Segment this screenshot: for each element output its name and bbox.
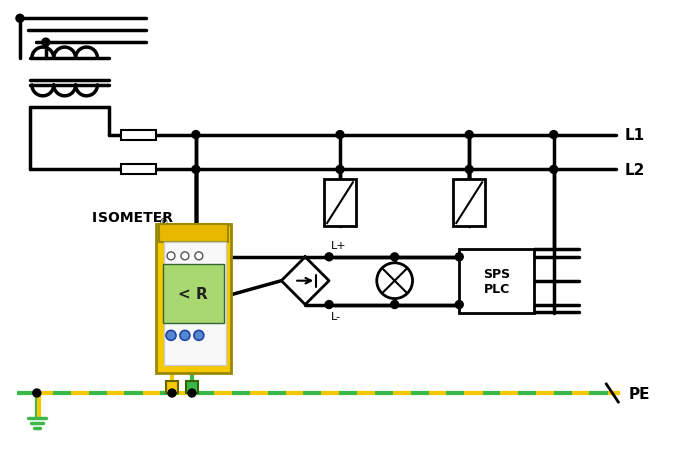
Text: L+: L+ bbox=[331, 241, 346, 250]
Text: < R: < R bbox=[179, 286, 208, 302]
Bar bbox=[166, 381, 178, 393]
Text: L1: L1 bbox=[624, 128, 644, 143]
Circle shape bbox=[167, 252, 175, 260]
Circle shape bbox=[336, 131, 344, 139]
Bar bbox=[324, 180, 356, 227]
Circle shape bbox=[168, 389, 176, 397]
Bar bbox=[164, 242, 226, 365]
Circle shape bbox=[550, 131, 557, 139]
Circle shape bbox=[391, 253, 398, 261]
Circle shape bbox=[377, 263, 412, 299]
Circle shape bbox=[192, 131, 200, 139]
Text: SPS
PLC: SPS PLC bbox=[483, 268, 510, 296]
Circle shape bbox=[455, 301, 463, 309]
Circle shape bbox=[180, 330, 190, 341]
Circle shape bbox=[188, 389, 196, 397]
Bar bbox=[121, 165, 156, 175]
Text: PE: PE bbox=[628, 386, 650, 401]
Text: SOMETER: SOMETER bbox=[98, 211, 173, 224]
Circle shape bbox=[194, 330, 204, 341]
Circle shape bbox=[33, 389, 41, 397]
Bar bbox=[454, 180, 485, 227]
Circle shape bbox=[465, 131, 473, 139]
Bar bbox=[156, 224, 231, 373]
Circle shape bbox=[325, 301, 333, 309]
Circle shape bbox=[336, 166, 344, 174]
Bar bbox=[159, 224, 228, 242]
Bar bbox=[121, 130, 156, 140]
Circle shape bbox=[16, 15, 24, 23]
Circle shape bbox=[195, 252, 203, 260]
Circle shape bbox=[181, 252, 189, 260]
Text: I: I bbox=[92, 211, 96, 224]
Text: L-: L- bbox=[331, 312, 341, 322]
Circle shape bbox=[455, 253, 463, 261]
Circle shape bbox=[42, 39, 50, 47]
Circle shape bbox=[325, 253, 333, 261]
Circle shape bbox=[192, 166, 200, 174]
Text: L2: L2 bbox=[624, 162, 644, 178]
Circle shape bbox=[391, 301, 398, 309]
Circle shape bbox=[166, 330, 176, 341]
Bar bbox=[186, 381, 198, 393]
Text: ®: ® bbox=[159, 218, 168, 228]
Bar bbox=[163, 264, 224, 324]
Circle shape bbox=[550, 166, 557, 174]
Circle shape bbox=[465, 166, 473, 174]
Bar bbox=[459, 249, 534, 314]
